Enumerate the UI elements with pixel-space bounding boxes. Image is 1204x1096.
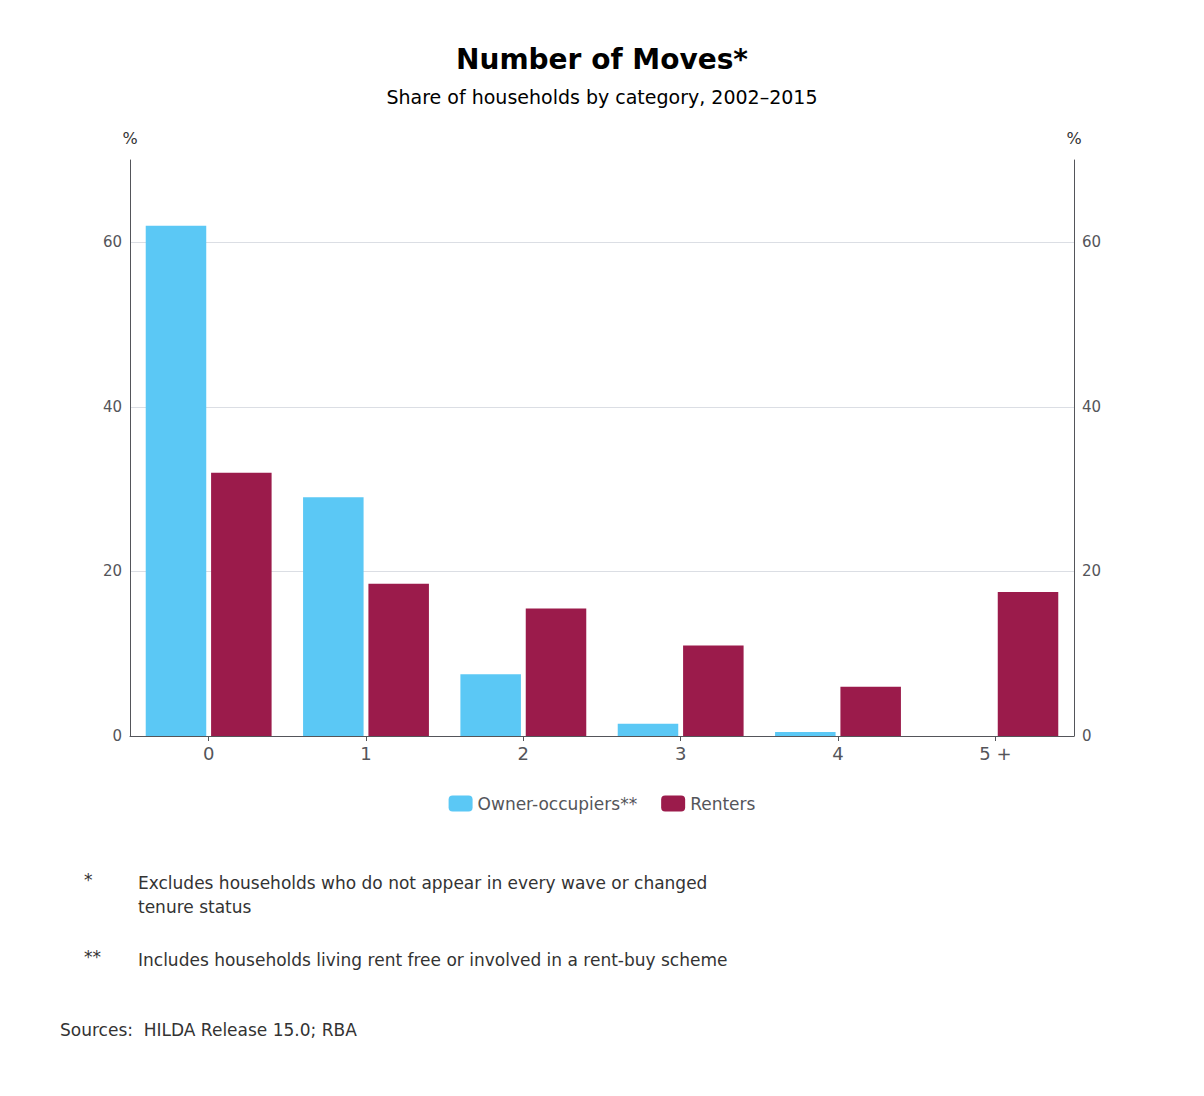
- svg-text:40: 40: [1082, 398, 1101, 416]
- svg-text:0: 0: [203, 743, 214, 764]
- svg-text:20: 20: [1082, 562, 1101, 580]
- svg-text:60: 60: [103, 233, 122, 251]
- svg-text:%: %: [122, 129, 137, 148]
- svg-text:4: 4: [832, 743, 843, 764]
- svg-text:0: 0: [112, 727, 122, 745]
- svg-text:0: 0: [1082, 727, 1092, 745]
- svg-text:%: %: [1066, 129, 1081, 148]
- svg-text:Owner-occupiers**: Owner-occupiers**: [478, 794, 638, 814]
- svg-text:tenure status: tenure status: [138, 897, 252, 917]
- svg-text:*: *: [84, 870, 93, 890]
- svg-text:Renters: Renters: [690, 794, 755, 814]
- svg-text:20: 20: [103, 562, 122, 580]
- svg-text:1: 1: [360, 743, 371, 764]
- svg-text:2: 2: [518, 743, 529, 764]
- svg-text:40: 40: [103, 398, 122, 416]
- svg-text:Includes households living ren: Includes households living rent free or …: [138, 950, 727, 970]
- svg-text:5 +: 5 +: [979, 743, 1011, 764]
- svg-text:60: 60: [1082, 233, 1101, 251]
- svg-text:**: **: [84, 947, 101, 967]
- svg-text:Share of households by categor: Share of households by category, 2002–20…: [386, 86, 817, 108]
- svg-text:Excludes households who do not: Excludes households who do not appear in…: [138, 873, 707, 893]
- svg-text:Number of Moves*: Number of Moves*: [456, 43, 748, 76]
- svg-text:Sources: HILDA Release 15.0;: Sources: HILDA Release 15.0; RBA: [60, 1020, 357, 1040]
- svg-text:3: 3: [675, 743, 686, 764]
